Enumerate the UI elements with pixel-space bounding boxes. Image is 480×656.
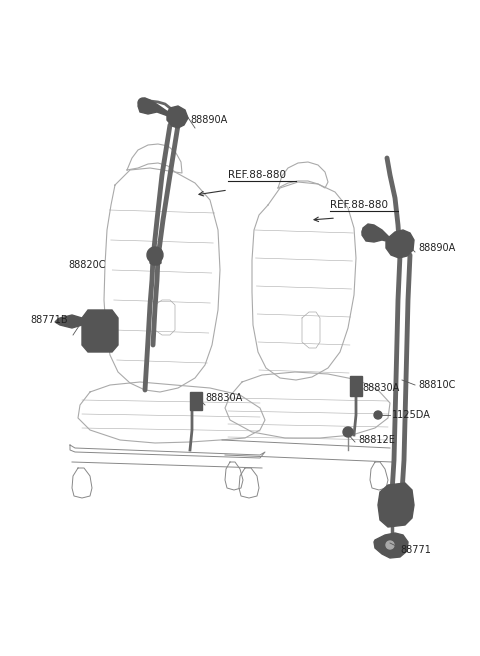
- Circle shape: [343, 427, 353, 437]
- Polygon shape: [350, 376, 362, 396]
- Circle shape: [362, 228, 370, 236]
- Polygon shape: [138, 98, 168, 116]
- Text: 88890A: 88890A: [190, 115, 227, 125]
- Text: 88890A: 88890A: [418, 243, 455, 253]
- Text: 88771B: 88771B: [30, 315, 68, 325]
- Text: 88830A: 88830A: [362, 383, 399, 393]
- Polygon shape: [167, 106, 188, 128]
- Text: 88820C: 88820C: [68, 260, 106, 270]
- Polygon shape: [386, 230, 414, 258]
- Circle shape: [138, 98, 148, 108]
- Polygon shape: [150, 248, 161, 265]
- Text: REF.88-880: REF.88-880: [330, 200, 388, 210]
- Text: 88812E: 88812E: [358, 435, 395, 445]
- Text: 1125DA: 1125DA: [392, 410, 431, 420]
- Text: 88771: 88771: [400, 545, 431, 555]
- Circle shape: [386, 541, 394, 549]
- Polygon shape: [82, 310, 118, 352]
- Circle shape: [374, 411, 382, 419]
- Text: REF.88-880: REF.88-880: [228, 170, 286, 180]
- Polygon shape: [378, 483, 414, 527]
- Polygon shape: [190, 392, 202, 410]
- Polygon shape: [362, 224, 390, 242]
- Wedge shape: [147, 247, 163, 263]
- Polygon shape: [55, 315, 82, 328]
- Polygon shape: [374, 533, 408, 558]
- Text: 88810C: 88810C: [418, 380, 456, 390]
- Text: 88830A: 88830A: [205, 393, 242, 403]
